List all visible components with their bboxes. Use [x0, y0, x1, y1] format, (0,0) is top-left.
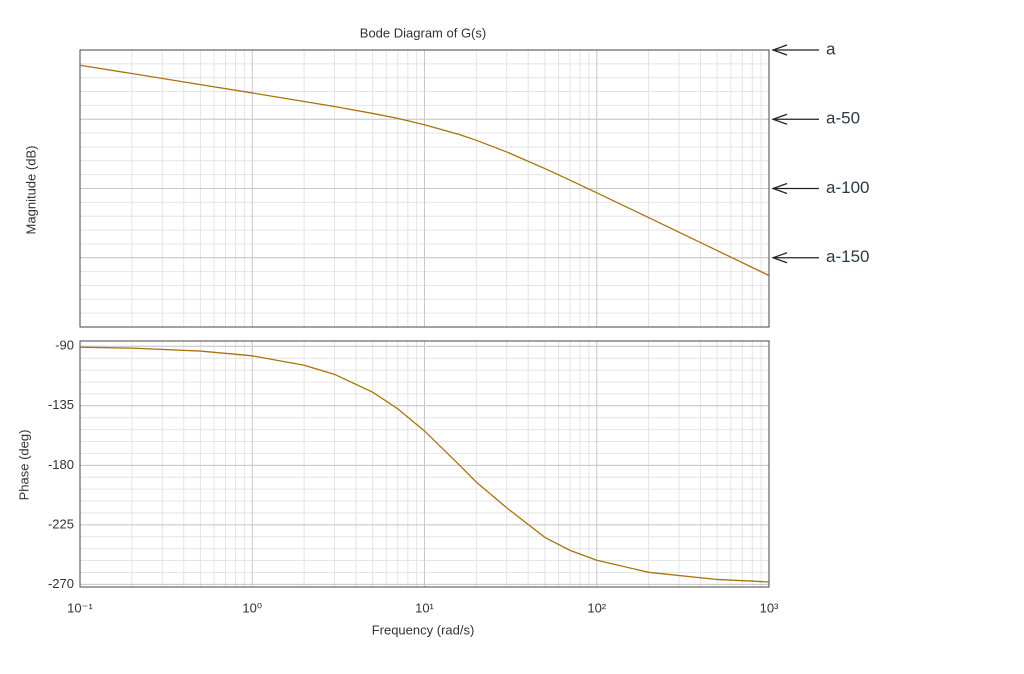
y-tick-label: a-100 — [826, 178, 869, 197]
x-axis-label: Frequency (rad/s) — [372, 622, 475, 637]
data-line — [79, 346, 770, 583]
arrow-head — [771, 44, 788, 56]
arrow-head — [771, 252, 788, 264]
y-tick-label: -90 — [55, 338, 74, 353]
arrow-head — [771, 182, 788, 195]
y-tick-label: a-50 — [826, 109, 860, 128]
y-tick-label: -135 — [48, 397, 74, 412]
y-axis-label: Magnitude (dB) — [23, 146, 38, 235]
y-tick-label: -270 — [48, 576, 74, 591]
y-tick-label: -225 — [48, 516, 74, 531]
x-tick-label: 10² — [587, 600, 606, 615]
x-tick-label: 10³ — [760, 600, 779, 615]
x-tick-label: 10¹ — [415, 600, 434, 615]
chart-title: Bode Diagram of G(s) — [360, 25, 486, 40]
x-tick-label: 10⁰ — [242, 600, 262, 615]
data-line — [79, 64, 770, 277]
y-axis-label: Phase (deg) — [16, 430, 31, 501]
plot-frame — [79, 49, 770, 328]
y-tick-label: a — [826, 39, 836, 58]
x-tick-label: 10⁻¹ — [67, 600, 93, 615]
y-tick-label: a-150 — [826, 247, 869, 266]
plot-frame — [79, 340, 770, 588]
y-tick-label: -180 — [48, 457, 74, 472]
arrow-head — [771, 113, 788, 125]
